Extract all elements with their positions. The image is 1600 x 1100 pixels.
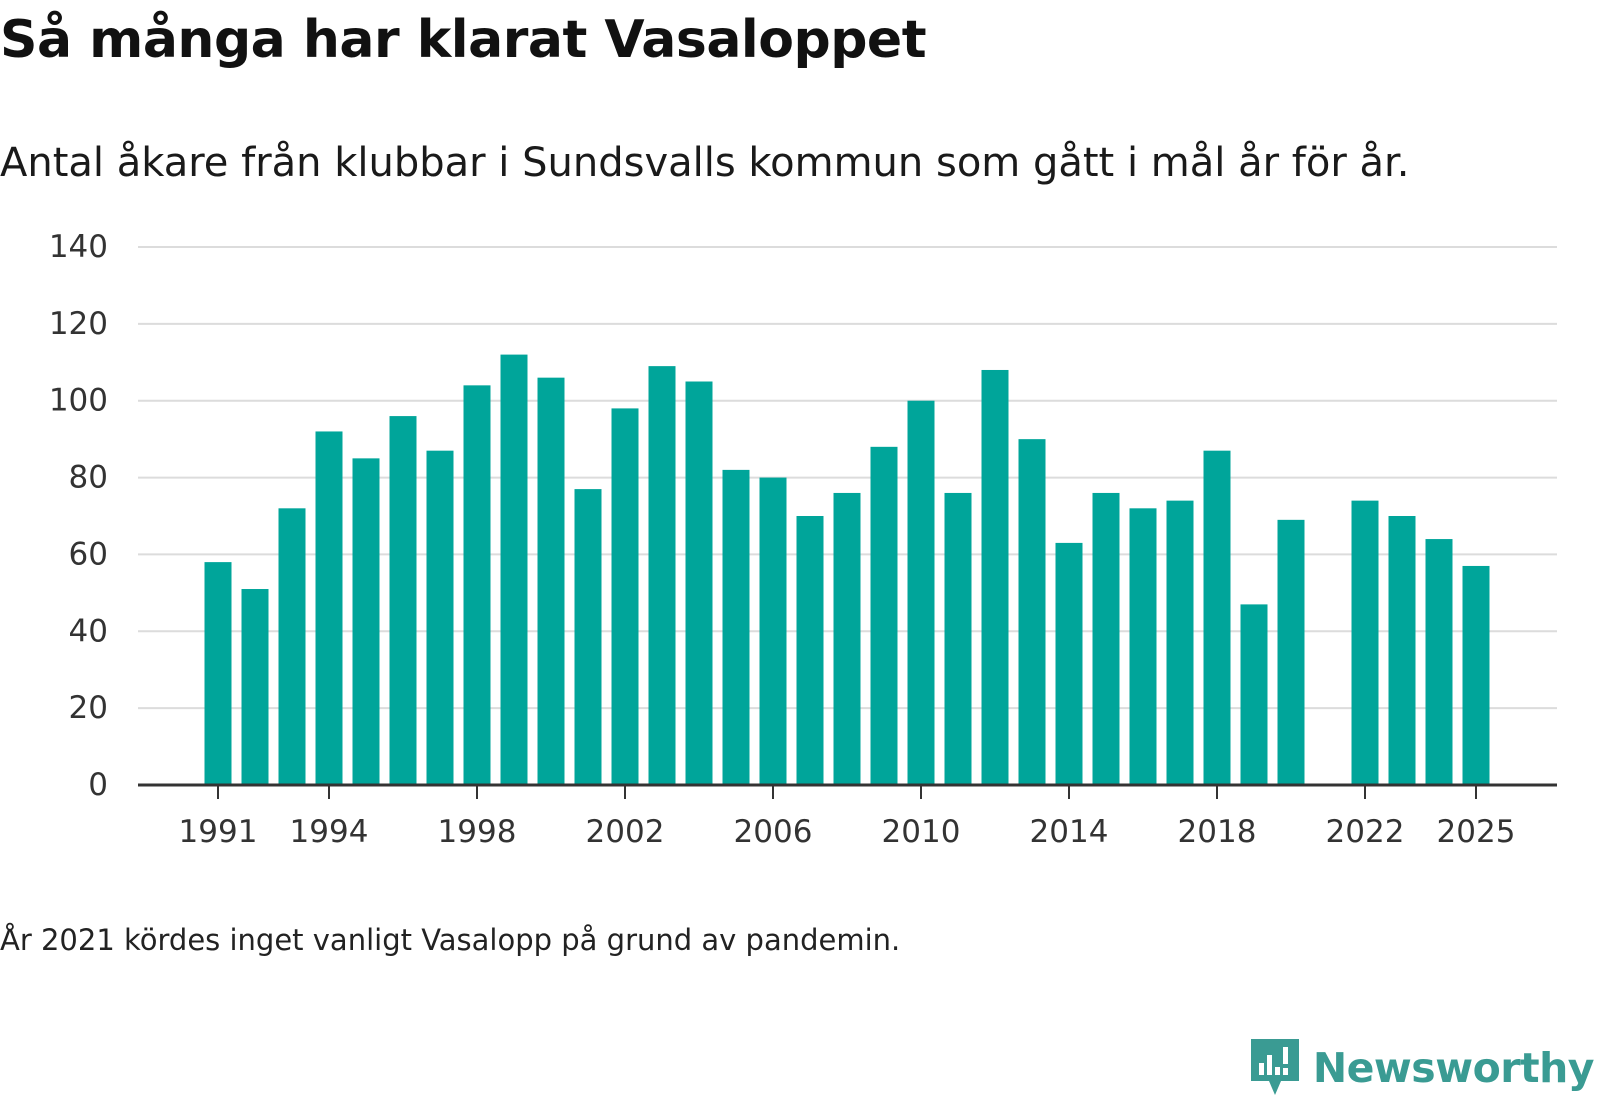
bar-2009 [870,446,898,785]
bar-2017 [1166,500,1194,785]
y-tick-label-20: 20 [69,690,108,726]
y-tick-label-120: 120 [49,306,108,342]
bar-2010 [907,400,935,785]
footnote: År 2021 kördes inget vanligt Vasalopp på… [0,923,901,957]
bar-1992 [241,589,269,785]
bar-2018 [1203,450,1231,785]
bar-2003 [648,366,676,785]
bar-2022 [1351,500,1379,785]
bar-1997 [426,450,454,785]
bar-2025 [1462,565,1490,785]
bar-2001 [574,489,602,785]
bar-1998 [463,385,491,785]
bar-2014 [1055,542,1083,785]
bars [204,354,1490,785]
x-axis [138,783,1557,799]
chart-subtitle: Antal åkare från klubbar i Sundsvalls ko… [0,140,1410,186]
x-tick-label-1998: 1998 [438,814,517,850]
newsworthy-logo-icon [1250,1039,1299,1095]
x-tick-label-1994: 1994 [290,814,369,850]
x-tick-label-1991: 1991 [179,814,258,850]
brand-name: Newsworthy [1312,1044,1595,1092]
x-tick-label-2025: 2025 [1437,814,1516,850]
chart-title: Så många har klarat Vasaloppet [0,10,927,70]
bar-1999 [500,354,528,785]
brand: Newsworthy [1249,1037,1595,1099]
y-tick-label-60: 60 [69,536,108,572]
bar-2016 [1129,508,1157,785]
x-tick-label-2002: 2002 [586,814,665,850]
bar-1991 [204,562,232,785]
x-axis-labels: 1991 1994 1998 2002 2006 2010 2014 2018 2022 2025 [179,814,1516,850]
bar-1995 [352,458,380,785]
bar-2015 [1092,492,1120,785]
bar-2012 [981,369,1009,785]
y-tick-label-40: 40 [69,613,108,649]
x-tick-label-2006: 2006 [734,814,813,850]
y-axis-labels: 0 20 40 60 80 100 120 140 [49,229,108,803]
bar-2000 [537,377,565,785]
bar-2007 [796,516,824,785]
bar-2006 [759,477,787,785]
y-tick-label-100: 100 [49,383,108,419]
x-tick-label-2022: 2022 [1326,814,1405,850]
y-tick-label-80: 80 [69,460,108,496]
y-tick-label-0: 0 [88,767,108,803]
x-tick-label-2014: 2014 [1030,814,1109,850]
bar-2008 [833,492,861,785]
bar-2011 [944,492,972,785]
x-tick-label-2018: 2018 [1178,814,1257,850]
bar-2004 [685,381,713,785]
bar-2023 [1388,516,1416,785]
bar-2019 [1240,604,1268,785]
x-tick-label-2010: 2010 [882,814,961,850]
bar-2005 [722,469,750,785]
bar-2024 [1425,539,1453,785]
bar-2013 [1018,439,1046,785]
bar-2020 [1277,519,1305,785]
y-tick-label-140: 140 [49,229,108,265]
bar-2002 [611,408,639,785]
bar-1996 [389,416,417,785]
bar-1993 [278,508,306,785]
bar-1994 [315,431,343,785]
